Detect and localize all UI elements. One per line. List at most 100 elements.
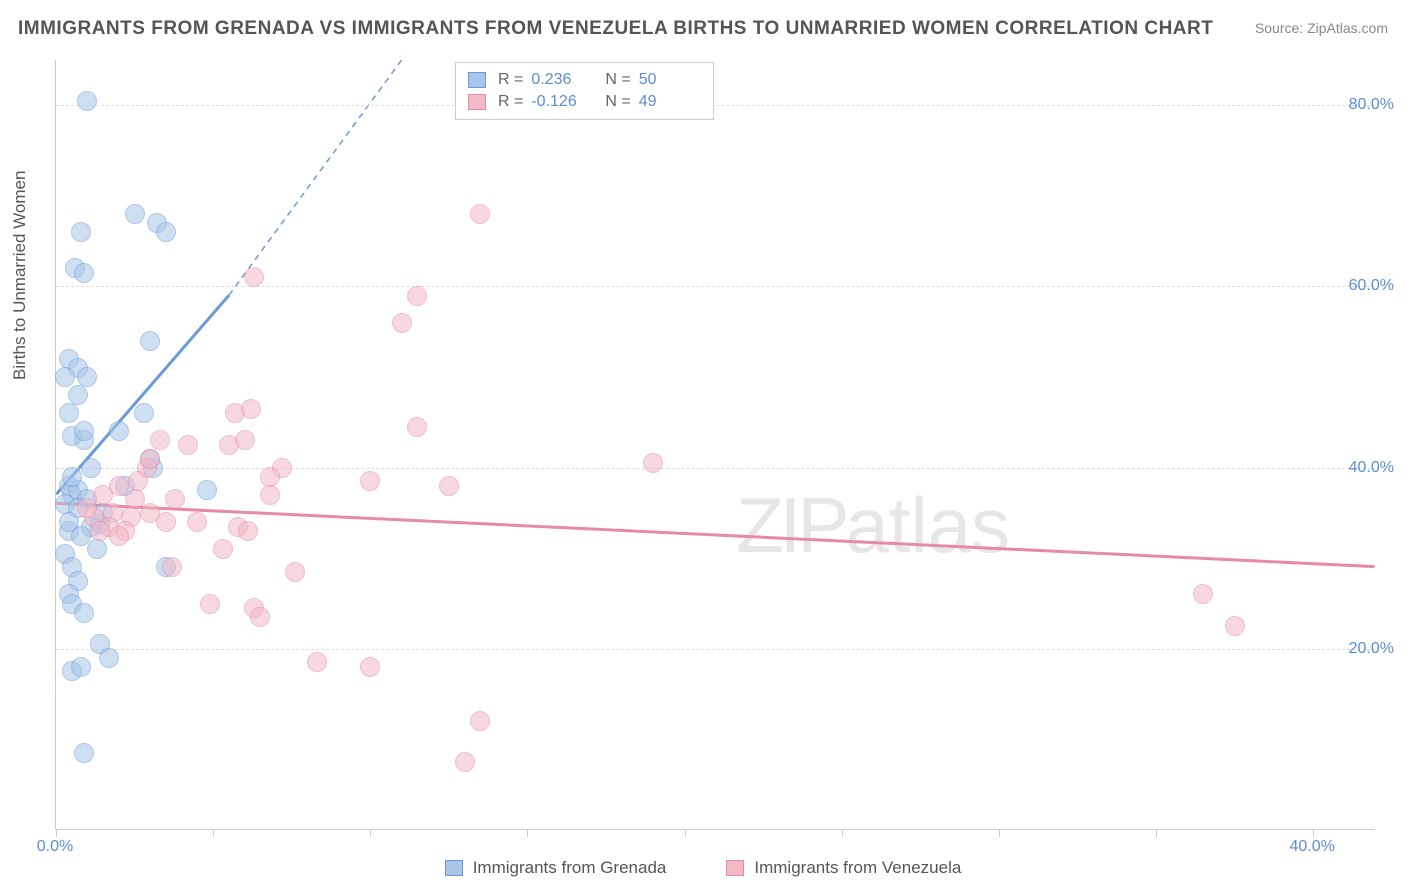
gridline — [56, 468, 1375, 469]
chart-title: IMMIGRANTS FROM GRENADA VS IMMIGRANTS FR… — [18, 18, 1213, 40]
r-label: R = — [498, 71, 523, 89]
data-point — [125, 204, 145, 224]
data-point — [134, 403, 154, 423]
data-point — [74, 603, 94, 623]
data-point — [77, 367, 97, 387]
data-point — [59, 512, 79, 532]
data-point — [1193, 584, 1213, 604]
data-point — [407, 286, 427, 306]
legend-row: R =0.236N =50 — [468, 69, 701, 91]
x-tick — [56, 829, 57, 837]
data-point — [244, 267, 264, 287]
legend-item: Immigrants from Venezuela — [726, 858, 961, 878]
r-label: R = — [498, 93, 523, 111]
data-point — [238, 521, 258, 541]
x-tick-label: 0.0% — [37, 838, 73, 856]
legend-label: Immigrants from Grenada — [473, 858, 667, 878]
data-point — [62, 467, 82, 487]
x-tick-label: 40.0% — [1289, 838, 1334, 856]
x-tick — [213, 829, 214, 837]
gridline — [56, 105, 1375, 106]
data-point — [360, 657, 380, 677]
data-point — [74, 263, 94, 283]
data-point — [59, 403, 79, 423]
x-tick — [685, 829, 686, 837]
legend-swatch — [726, 860, 744, 876]
y-axis-title: Births to Unmarried Women — [10, 171, 30, 380]
data-point — [213, 539, 233, 559]
legend-row: R = -0.126 N = 49 — [468, 91, 701, 113]
data-point — [109, 526, 129, 546]
data-point — [99, 648, 119, 668]
data-point — [200, 594, 220, 614]
watermark-zip: ZIP — [736, 481, 845, 569]
n-label: N = — [605, 71, 630, 89]
data-point — [643, 453, 663, 473]
data-point — [140, 449, 160, 469]
data-point — [81, 458, 101, 478]
y-tick-label: 20.0% — [1349, 640, 1394, 658]
r-value: -0.126 — [531, 93, 593, 111]
data-point — [455, 752, 475, 772]
legend-swatch — [445, 860, 463, 876]
data-point — [187, 512, 207, 532]
data-point — [77, 498, 97, 518]
x-tick — [842, 829, 843, 837]
correlation-legend: R =0.236N =50R =-0.126N =49 — [455, 62, 714, 120]
x-tick — [1156, 829, 1157, 837]
data-point — [165, 489, 185, 509]
y-tick-label: 40.0% — [1349, 459, 1394, 477]
data-point — [71, 222, 91, 242]
x-tick — [527, 829, 528, 837]
data-point — [285, 562, 305, 582]
data-point — [140, 331, 160, 351]
data-point — [360, 471, 380, 491]
data-point — [260, 467, 280, 487]
data-point — [150, 430, 170, 450]
y-tick-label: 80.0% — [1349, 96, 1394, 114]
legend-label: Immigrants from Venezuela — [754, 858, 961, 878]
data-point — [162, 557, 182, 577]
gridline — [56, 649, 1375, 650]
data-point — [90, 521, 110, 541]
data-point — [156, 222, 176, 242]
x-tick — [1313, 829, 1314, 837]
data-point — [109, 421, 129, 441]
trend-line-extension — [229, 60, 402, 295]
data-point — [93, 485, 113, 505]
data-point — [128, 471, 148, 491]
data-point — [470, 204, 490, 224]
data-point — [260, 485, 280, 505]
legend-swatch — [468, 72, 486, 88]
series-legend: Immigrants from Grenada Immigrants from V… — [0, 858, 1406, 878]
data-point — [68, 385, 88, 405]
data-point — [77, 91, 97, 111]
plot-area: ZIPatlas — [55, 60, 1375, 830]
data-point — [392, 313, 412, 333]
source-label: Source: ZipAtlas.com — [1255, 20, 1388, 36]
watermark-atlas: atlas — [845, 481, 1010, 569]
n-value: 49 — [639, 93, 701, 111]
data-point — [156, 512, 176, 532]
x-tick — [999, 829, 1000, 837]
data-point — [87, 539, 107, 559]
data-point — [71, 657, 91, 677]
r-value: 0.236 — [531, 71, 593, 89]
data-point — [235, 430, 255, 450]
y-tick-label: 60.0% — [1349, 277, 1394, 295]
trend-lines-layer — [56, 60, 1375, 829]
data-point — [74, 421, 94, 441]
data-point — [407, 417, 427, 437]
legend-swatch — [468, 94, 486, 110]
data-point — [55, 367, 75, 387]
data-point — [74, 743, 94, 763]
data-point — [1225, 616, 1245, 636]
data-point — [178, 435, 198, 455]
watermark: ZIPatlas — [736, 480, 1010, 571]
data-point — [307, 652, 327, 672]
data-point — [470, 711, 490, 731]
data-point — [250, 607, 270, 627]
n-label: N = — [605, 93, 630, 111]
legend-item: Immigrants from Grenada — [445, 858, 667, 878]
data-point — [241, 399, 261, 419]
